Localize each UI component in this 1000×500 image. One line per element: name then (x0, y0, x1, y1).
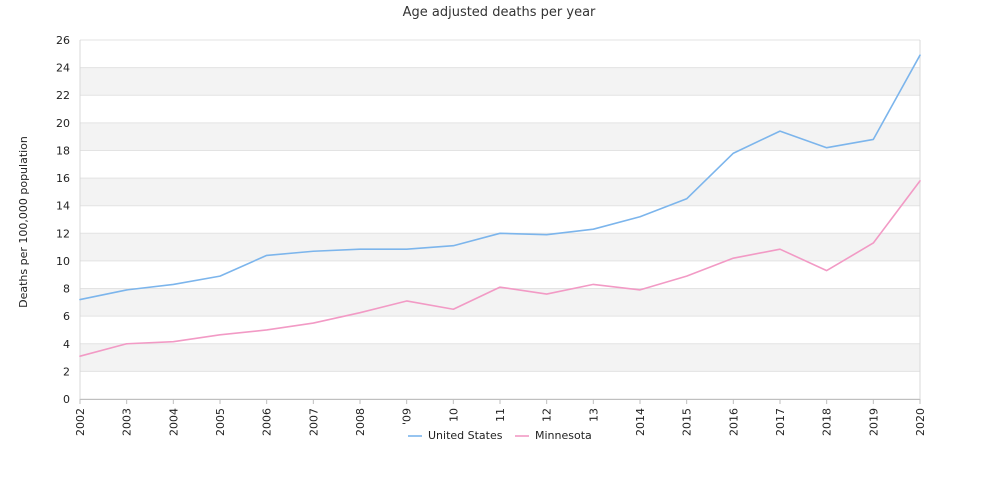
data-point[interactable] (542, 230, 552, 240)
plot-band (80, 288, 920, 317)
data-point[interactable] (588, 224, 598, 234)
x-tick-label: 2008 (354, 408, 367, 436)
series-line-minnesota[interactable] (79, 180, 921, 358)
data-point[interactable] (635, 285, 645, 295)
y-tick-label: 0 (63, 393, 70, 406)
x-tick-label: 2003 (121, 408, 134, 436)
plot-band (80, 343, 920, 372)
y-tick-label: 14 (56, 200, 70, 213)
series-line-united-states[interactable] (79, 54, 921, 301)
x-tick-label: 2015 (681, 408, 694, 436)
data-point[interactable] (915, 176, 925, 186)
y-tick-label: 8 (63, 283, 70, 296)
plot-band (80, 67, 920, 96)
data-point[interactable] (868, 134, 878, 144)
data-point[interactable] (495, 282, 505, 292)
y-tick-label: 4 (63, 338, 70, 351)
x-tick-label: 13 (587, 408, 600, 422)
data-point[interactable] (402, 296, 412, 306)
y-tick-label: 24 (56, 62, 70, 75)
plot-band (80, 233, 920, 261)
data-point[interactable] (682, 194, 692, 204)
data-point[interactable] (215, 330, 225, 340)
x-tick-label: 2018 (821, 408, 834, 436)
data-point[interactable] (75, 351, 85, 361)
data-point[interactable] (122, 285, 132, 295)
x-tick-label: 2002 (74, 408, 87, 436)
data-point[interactable] (822, 143, 832, 153)
plot-band (80, 178, 920, 206)
data-point[interactable] (168, 279, 178, 289)
data-point[interactable] (402, 244, 412, 254)
x-axis: 2002 2003 2004 2005 2006 2007 2008 '09 10 11 12 13 2… (74, 399, 927, 436)
data-point[interactable] (915, 50, 925, 60)
data-point[interactable] (168, 337, 178, 347)
data-point[interactable] (635, 212, 645, 222)
legend-label: United States (428, 429, 503, 442)
x-tick-label: 2016 (727, 408, 740, 436)
y-tick-label: 16 (56, 172, 70, 185)
series-lines (75, 50, 925, 361)
data-point[interactable] (448, 304, 458, 314)
data-point[interactable] (122, 339, 132, 349)
data-point[interactable] (262, 325, 272, 335)
data-point[interactable] (868, 238, 878, 248)
data-point[interactable] (355, 308, 365, 318)
chart-title: Age adjusted deaths per year (403, 5, 596, 20)
data-point[interactable] (542, 289, 552, 299)
x-tick-label: 2004 (167, 408, 180, 436)
plot-bands (80, 67, 920, 372)
data-point[interactable] (728, 148, 738, 158)
data-point[interactable] (308, 318, 318, 328)
y-tick-label: 20 (56, 117, 70, 130)
y-tick-label: 18 (56, 144, 70, 157)
data-point[interactable] (215, 271, 225, 281)
x-tick-label: 2017 (774, 408, 787, 436)
data-point[interactable] (775, 126, 785, 136)
data-point[interactable] (355, 244, 365, 254)
x-tick-label: 2019 (867, 408, 880, 436)
data-point[interactable] (495, 228, 505, 238)
data-point[interactable] (822, 266, 832, 276)
y-tick-label: 10 (56, 255, 70, 268)
y-axis-title: Deaths per 100,000 population (17, 136, 30, 308)
data-point[interactable] (775, 244, 785, 254)
x-tick-label: '09 (401, 408, 414, 425)
x-tick-label: 12 (541, 408, 554, 422)
y-tick-label: 22 (56, 89, 70, 102)
plot-band (80, 122, 920, 151)
x-tick-label: 11 (494, 408, 507, 422)
x-tick-label: 2005 (214, 408, 227, 436)
data-point[interactable] (448, 241, 458, 251)
data-point[interactable] (262, 250, 272, 260)
legend[interactable]: United States Minnesota (408, 429, 592, 442)
y-tick-label: 6 (63, 310, 70, 323)
y-tick-label: 2 (63, 365, 70, 378)
data-point[interactable] (75, 295, 85, 305)
x-tick-label: 10 (447, 408, 460, 422)
x-tick-label: 2006 (261, 408, 274, 436)
y-tick-label: 12 (56, 227, 70, 240)
x-tick-label: 2014 (634, 408, 647, 436)
x-tick-label: 2007 (307, 408, 320, 436)
legend-item[interactable]: United States (408, 429, 503, 442)
legend-item[interactable]: Minnesota (515, 429, 592, 442)
x-tick-label: 2020 (914, 408, 927, 436)
data-point[interactable] (308, 246, 318, 256)
data-point[interactable] (728, 253, 738, 263)
data-point[interactable] (682, 271, 692, 281)
legend-label: Minnesota (535, 429, 592, 442)
y-tick-label: 26 (56, 34, 70, 47)
data-point[interactable] (588, 279, 598, 289)
